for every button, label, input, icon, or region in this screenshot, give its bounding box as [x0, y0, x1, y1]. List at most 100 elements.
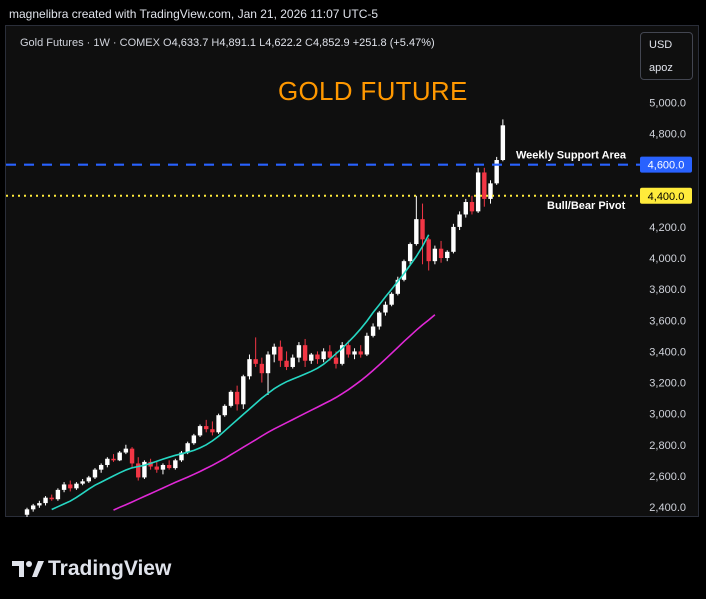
candle-body [204, 426, 209, 430]
y-tick-label: 3,600.0 [649, 315, 686, 327]
symbol-legend[interactable]: Gold Futures · 1W · COMEX O4,633.7 H4,89… [20, 37, 435, 49]
high-value: 4,891.1 [219, 37, 257, 49]
candle-body [463, 202, 468, 215]
candle-body [216, 415, 221, 433]
chart-title: GOLD FUTURE [278, 76, 468, 106]
y-tick-label: 4,800.0 [649, 129, 686, 141]
support-price-tag [640, 156, 692, 173]
low-value: 4,622.2 [265, 37, 302, 49]
candle-body [315, 354, 320, 360]
candle-body [98, 464, 104, 470]
candle-body [420, 219, 425, 240]
levels-layer: Weekly Support Area 4,600.0 Bull/Bear Pivo… [6, 150, 692, 212]
symbol-name[interactable]: Gold Futures · 1W · COMEX [20, 37, 160, 49]
currency-code: USD [649, 39, 673, 51]
candle-body [228, 391, 234, 406]
candle-body [160, 464, 166, 470]
candle-body [117, 452, 122, 461]
candles-layer [24, 119, 506, 517]
candle-body [253, 359, 258, 364]
candle-body [352, 351, 357, 355]
candle-body [407, 244, 413, 262]
moving-averages-layer [51, 234, 436, 511]
support-price-label: 4,600.0 [648, 160, 685, 172]
candle-body [438, 248, 444, 259]
candle-body [241, 376, 246, 405]
top-bar: magnelibra created with TradingView.com,… [0, 0, 706, 26]
candle-body [370, 326, 376, 336]
candle-body [278, 346, 283, 361]
footer [0, 517, 706, 599]
high-label: H [211, 37, 220, 49]
candle-body [469, 202, 475, 212]
y-tick-label: 5,000.0 [649, 97, 686, 109]
candle-body [377, 312, 382, 327]
y-tick-label: 4,200.0 [649, 222, 686, 234]
candle-body [414, 219, 419, 245]
candle-body [457, 214, 462, 227]
candle-body [61, 484, 67, 490]
candle-body [166, 464, 172, 469]
candle-body [105, 458, 110, 465]
candle-body [80, 481, 85, 484]
y-tick-label: 2,400.0 [649, 502, 686, 514]
change-value: +251.8 (+5.47%) [352, 37, 435, 49]
candle-body [401, 261, 407, 280]
candle-body [494, 160, 499, 184]
scale-mode: apoz [649, 62, 673, 74]
candle-body [488, 183, 493, 199]
candle-body [154, 466, 159, 470]
ema-fast-line [51, 234, 430, 511]
pivot-price-label: 4,400.0 [648, 191, 685, 203]
candle-body [321, 351, 326, 360]
chart-panel[interactable] [5, 25, 699, 517]
tradingview-brand[interactable]: TradingView [48, 557, 172, 580]
candle-body [37, 503, 42, 506]
y-tick-label: 2,800.0 [649, 440, 686, 452]
currency-selector[interactable]: USD apoz [640, 32, 693, 80]
candle-body [475, 172, 481, 212]
candle-body [327, 351, 333, 358]
candle-body [395, 279, 400, 294]
candle-body [451, 226, 456, 252]
candle-body [445, 251, 450, 259]
y-tick-label: 2,600.0 [649, 471, 686, 483]
candle-body [296, 345, 302, 358]
candle-body [92, 469, 98, 478]
author-credit: magnelibra created with TradingView.com,… [9, 7, 379, 21]
open-label: O [163, 37, 172, 49]
candle-body [302, 345, 308, 361]
pivot-level-label: Bull/Bear Pivot [547, 200, 626, 212]
candle-body [364, 335, 370, 355]
candle-body [129, 448, 135, 464]
candle-body [284, 360, 289, 367]
candle-body [383, 304, 388, 313]
candle-body [185, 443, 190, 453]
candle-body [432, 248, 438, 262]
close-label: C [304, 37, 313, 49]
candle-body [111, 458, 116, 461]
candle-body [49, 497, 54, 500]
candle-body [333, 357, 339, 364]
candle-body [265, 354, 271, 374]
candle-body [500, 125, 506, 161]
candle-body [210, 429, 215, 433]
y-tick-label: 3,200.0 [649, 378, 686, 390]
candle-body [346, 345, 351, 355]
candle-body [142, 461, 147, 478]
candle-body [389, 293, 394, 305]
candle-body [123, 448, 129, 453]
y-tick-label: 3,800.0 [649, 284, 686, 296]
candle-body [179, 452, 184, 461]
y-tick-label: 4,000.0 [649, 253, 686, 265]
candle-body [74, 483, 79, 489]
tradingview-logo-icon[interactable] [10, 557, 46, 581]
open-value: 4,633.7 [171, 37, 209, 49]
candle-body [234, 391, 240, 405]
candle-body [482, 172, 487, 199]
candle-body [136, 463, 141, 478]
ema-slow-line [113, 314, 436, 511]
candle-body [339, 345, 345, 364]
candle-body [272, 346, 277, 355]
